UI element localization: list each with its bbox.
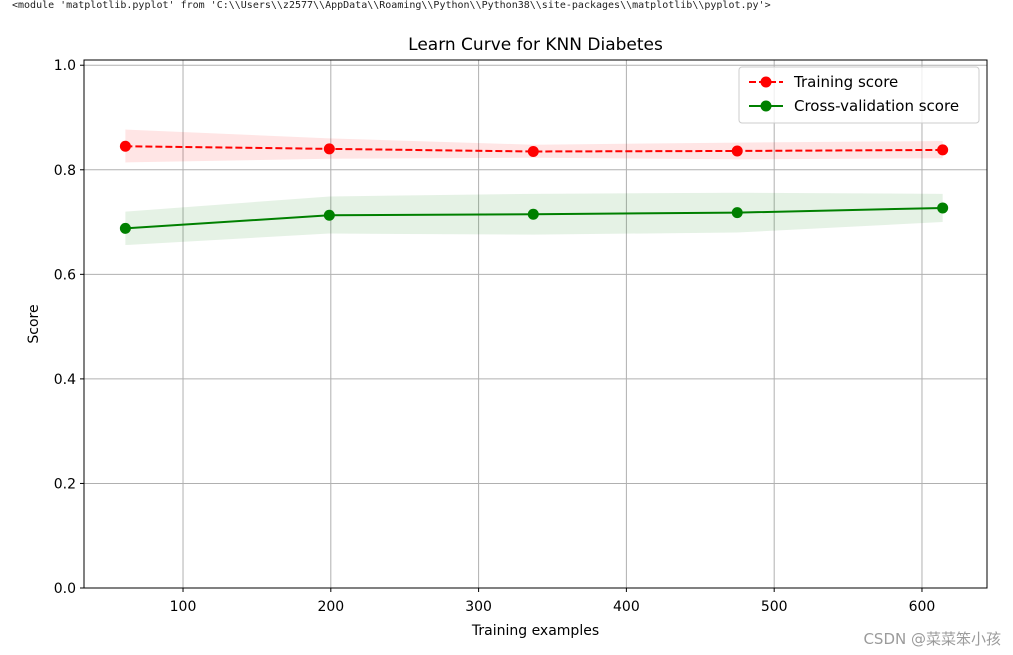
x-tick-label: 100 — [170, 599, 197, 615]
legend-label: Cross-validation score — [794, 97, 959, 115]
chart-title: Learn Curve for KNN Diabetes — [408, 35, 663, 55]
data-point — [323, 143, 335, 155]
series-line-training — [125, 145, 943, 153]
data-point — [119, 222, 131, 234]
data-point — [937, 202, 949, 214]
data-point — [323, 209, 335, 221]
x-axis-label: Training examples — [471, 623, 599, 639]
std-band-training — [125, 129, 943, 163]
y-tick-label: 1.0 — [54, 58, 76, 74]
y-tick-label: 0.8 — [54, 163, 76, 179]
y-tick-label: 0.0 — [54, 581, 76, 597]
data-point — [527, 145, 539, 157]
legend-marker — [760, 76, 772, 88]
axis-ticks: 100 200 300 400 500 600 0.0 0.2 0.4 0.6 0.8 1.0 — [54, 58, 936, 615]
watermark-text: CSDN @菜菜笨小孩 — [863, 630, 1001, 648]
data-point — [119, 140, 131, 152]
x-tick-label: 600 — [909, 599, 936, 615]
x-tick-label: 200 — [317, 599, 344, 615]
data-point — [731, 145, 743, 157]
y-tick-label: 0.2 — [54, 476, 76, 492]
console-output-line: <module 'matplotlib.pyplot' from 'C:\\Us… — [12, 0, 771, 11]
data-point — [731, 207, 743, 219]
data-point — [937, 144, 949, 156]
legend-marker — [760, 100, 772, 112]
series-lines — [119, 140, 949, 234]
grid-lines — [84, 60, 987, 589]
axes-frame — [83, 59, 988, 589]
x-tick-label: 300 — [465, 599, 492, 615]
data-point — [527, 208, 539, 220]
y-tick-label: 0.4 — [54, 372, 76, 388]
y-tick-label: 0.6 — [54, 267, 76, 283]
x-tick-label: 400 — [613, 599, 640, 615]
x-tick-label: 500 — [761, 599, 788, 615]
legend-label: Training score — [793, 73, 898, 91]
legend-box — [738, 66, 980, 124]
y-axis-label: Score — [26, 304, 42, 343]
legend: Training score Cross-validation score — [738, 66, 980, 124]
